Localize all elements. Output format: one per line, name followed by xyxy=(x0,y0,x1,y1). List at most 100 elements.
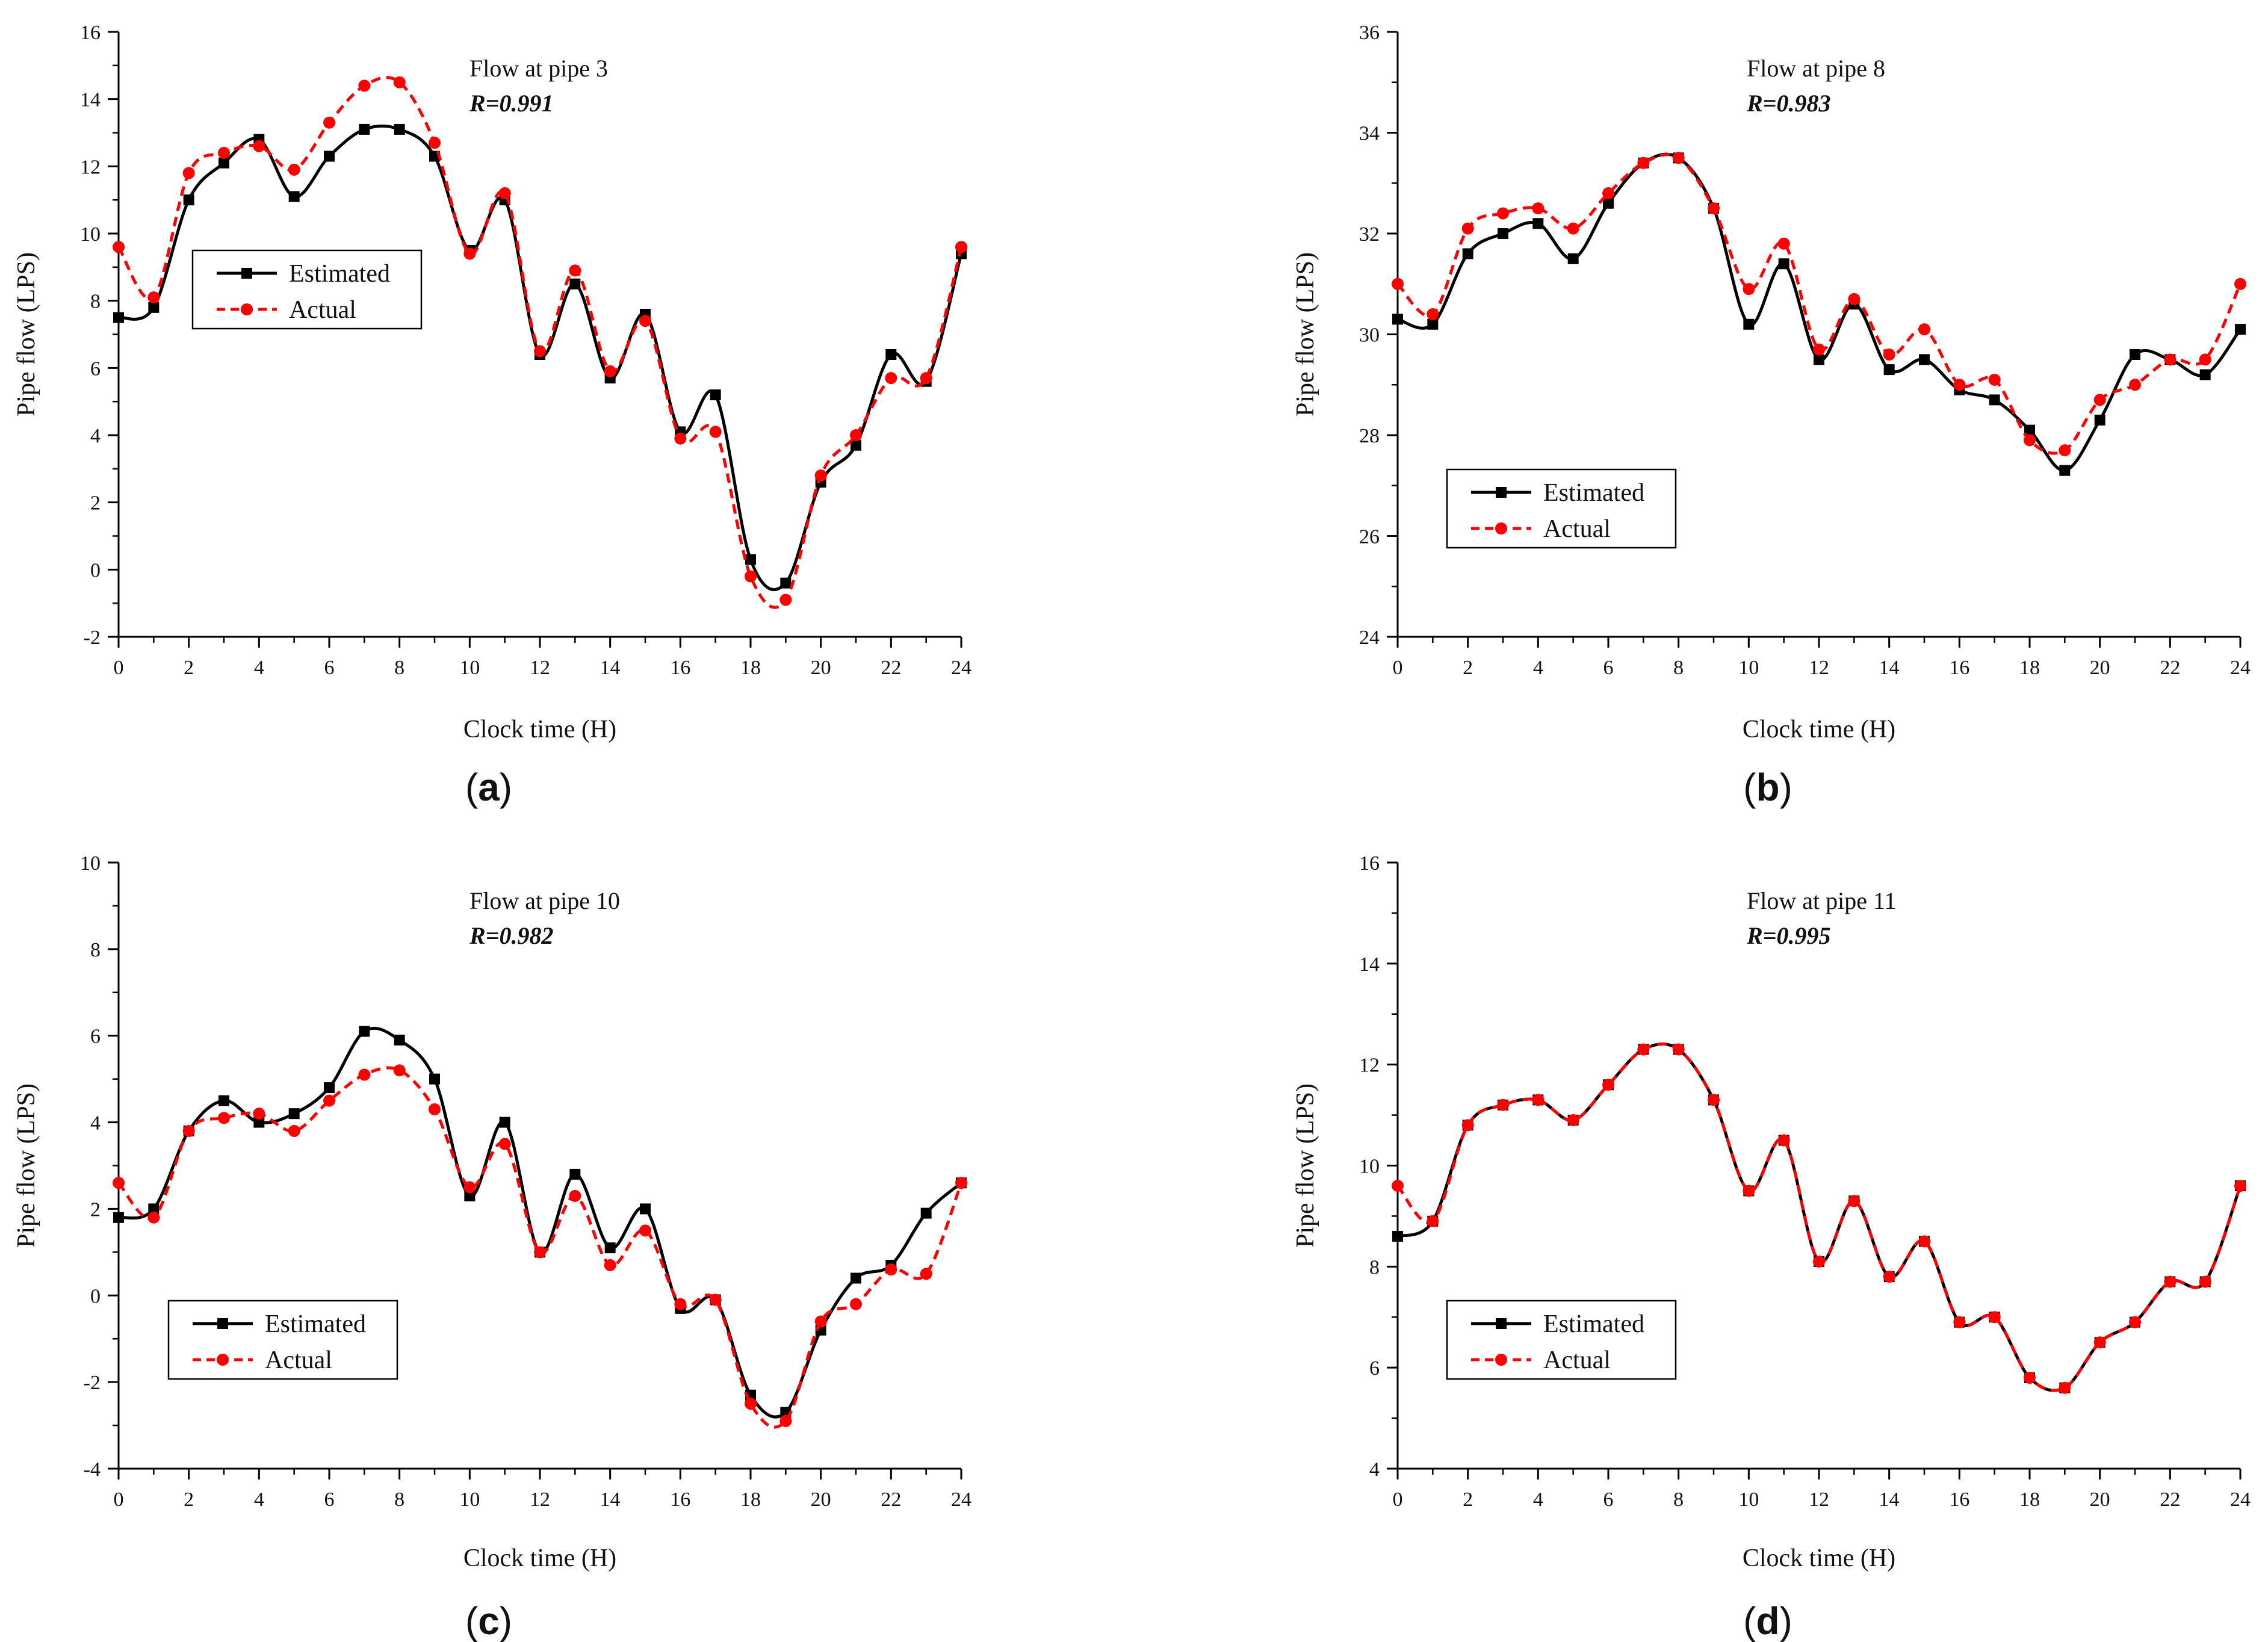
data-point xyxy=(1461,1119,1474,1132)
y-axis-title: Pipe flow (LPS) xyxy=(13,1083,40,1248)
x-tick-label: 4 xyxy=(254,657,264,679)
x-tick-label: 22 xyxy=(881,1489,901,1511)
x-tick-label: 18 xyxy=(2019,657,2040,679)
data-point xyxy=(709,1293,722,1306)
x-tick-label: 20 xyxy=(811,1489,831,1511)
y-axis-title: Pipe flow (LPS) xyxy=(1292,252,1319,417)
data-point xyxy=(182,167,195,179)
x-tick-label: 14 xyxy=(1879,657,1900,679)
data-point xyxy=(498,1138,511,1150)
x-tick-label: 4 xyxy=(1533,657,1543,679)
series-actual xyxy=(1392,1043,2246,1394)
data-point xyxy=(1813,343,1825,356)
data-point xyxy=(1953,379,1966,391)
x-tick-label: 20 xyxy=(811,657,831,679)
data-point xyxy=(429,1073,440,1085)
x-tick-label: 10 xyxy=(459,657,480,679)
x-tick-label: 4 xyxy=(1533,1489,1543,1511)
data-point xyxy=(218,157,229,169)
y-axis-title: Pipe flow (LPS) xyxy=(1292,1083,1319,1248)
x-tick-label: 16 xyxy=(670,1489,690,1511)
data-point xyxy=(394,1034,405,1046)
series-actual xyxy=(113,76,967,609)
data-point xyxy=(1989,394,2000,406)
data-point xyxy=(1567,222,1579,235)
data-point xyxy=(1814,354,1824,365)
series-line-actual xyxy=(117,76,963,609)
correlation-label: R=0.991 xyxy=(469,90,553,117)
x-axis-title: Clock time (H) xyxy=(1743,1544,1895,1572)
data-point xyxy=(885,349,897,360)
data-point xyxy=(324,150,335,162)
x-tick-label: 8 xyxy=(1673,1489,1684,1511)
data-point xyxy=(1743,318,1755,330)
legend-box xyxy=(1446,468,1677,549)
data-point xyxy=(1392,1180,1404,1192)
x-tick-label: 4 xyxy=(254,1489,264,1511)
data-point xyxy=(920,372,932,385)
data-point xyxy=(218,1095,229,1106)
data-point xyxy=(569,1168,581,1180)
data-point xyxy=(534,345,546,358)
y-tick-label: 30 xyxy=(1359,324,1380,347)
data-point xyxy=(1392,277,1404,290)
data-point xyxy=(1743,1185,1755,1197)
y-tick-label: 16 xyxy=(1359,852,1380,875)
data-point xyxy=(253,1108,265,1120)
data-point xyxy=(1918,1235,1930,1248)
y-tick-label: 0 xyxy=(90,559,101,581)
data-point xyxy=(2093,394,2106,406)
y-tick-label: 10 xyxy=(80,223,101,246)
x-tick-label: 2 xyxy=(184,657,194,679)
legend-label: Actual xyxy=(1543,1346,1611,1374)
data-point xyxy=(218,1112,230,1124)
legend: Estimated Actual xyxy=(167,1300,398,1380)
data-point xyxy=(885,372,897,385)
x-tick-label: 12 xyxy=(530,657,550,679)
legend-label: Actual xyxy=(265,1346,332,1374)
data-point xyxy=(393,76,406,88)
panel-label: (d) xyxy=(1743,1599,1792,1642)
x-tick-label: 8 xyxy=(1673,657,1684,679)
x-tick-label: 24 xyxy=(2230,1489,2251,1511)
legend-marker xyxy=(1495,522,1507,534)
series-actual xyxy=(1392,152,2246,457)
data-point xyxy=(359,123,370,135)
data-point xyxy=(183,194,194,206)
data-point xyxy=(2024,424,2035,436)
x-tick-label: 20 xyxy=(2090,657,2110,679)
x-tick-label: 24 xyxy=(951,657,971,679)
y-tick-label: 36 xyxy=(1359,22,1380,44)
data-point xyxy=(463,1181,476,1194)
legend-marker xyxy=(1496,1318,1507,1329)
y-tick-label: 12 xyxy=(80,156,101,178)
data-point xyxy=(569,278,581,290)
data-point xyxy=(288,1108,300,1120)
x-tick-label: 12 xyxy=(1809,1489,1829,1511)
data-point xyxy=(1532,202,1545,215)
data-point xyxy=(955,241,967,253)
y-tick-label: 2 xyxy=(90,492,101,515)
x-tick-label: 6 xyxy=(1603,1489,1614,1511)
data-point xyxy=(639,1224,651,1237)
data-point xyxy=(850,1272,861,1284)
data-point xyxy=(2129,379,2141,391)
y-tick-label: 10 xyxy=(80,852,101,875)
data-point xyxy=(2164,353,2177,366)
y-tick-label: 14 xyxy=(1359,953,1380,976)
data-point xyxy=(640,1203,651,1215)
legend-marker xyxy=(1496,487,1507,498)
y-tick-label: 12 xyxy=(1359,1055,1380,1077)
y-tick-label: 8 xyxy=(1369,1256,1380,1278)
data-point xyxy=(1848,293,1861,305)
data-point xyxy=(1567,253,1579,264)
data-point xyxy=(1778,258,1789,270)
legend-marker xyxy=(241,268,252,279)
data-point xyxy=(1497,207,1509,220)
y-tick-label: 32 xyxy=(1359,223,1380,246)
data-point xyxy=(1603,197,1614,209)
data-point xyxy=(1498,228,1508,239)
data-point xyxy=(1743,283,1755,296)
